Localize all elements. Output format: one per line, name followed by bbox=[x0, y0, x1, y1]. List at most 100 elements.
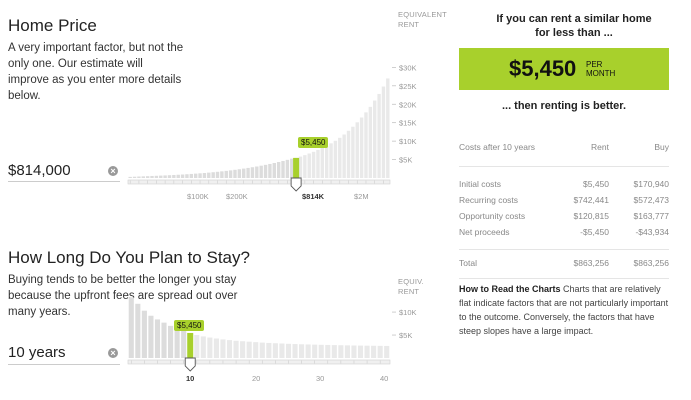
chart-bar bbox=[154, 175, 159, 178]
chart-bar bbox=[368, 106, 373, 178]
chart-bar bbox=[305, 344, 311, 358]
y-tick-label: $5K bbox=[399, 156, 412, 165]
costs-total-row: Total $863,256 $863,256 bbox=[459, 258, 669, 272]
chart-bar bbox=[198, 173, 202, 178]
cost-buy: -$43,934 bbox=[635, 227, 669, 237]
chart-bar bbox=[220, 171, 224, 178]
chart-bar bbox=[180, 174, 185, 178]
costs-header-rent: Rent bbox=[591, 142, 609, 152]
chart-bar bbox=[316, 149, 320, 178]
result-lead: If you can rent a similar home for less … bbox=[496, 13, 652, 39]
chart-bar bbox=[266, 342, 272, 358]
chart-bar bbox=[159, 175, 163, 178]
chart-bar bbox=[128, 297, 134, 358]
slider-handle-icon[interactable] bbox=[290, 177, 302, 192]
chart-bar bbox=[226, 340, 233, 358]
chart-bar bbox=[194, 335, 200, 358]
stay-input[interactable]: 10 years bbox=[8, 344, 66, 361]
chart-bar bbox=[207, 172, 211, 178]
y-tick-label: $10K bbox=[399, 137, 417, 146]
chart-bar bbox=[202, 172, 207, 179]
cost-rent: $120,815 bbox=[573, 211, 609, 221]
slider-handle-icon[interactable] bbox=[184, 357, 196, 372]
chart-bar bbox=[268, 163, 272, 178]
chart-bar bbox=[253, 342, 259, 358]
y-tick-label: $10K bbox=[399, 308, 417, 317]
chart-bar bbox=[132, 176, 137, 178]
chart-bar bbox=[355, 122, 359, 178]
close-circle-icon[interactable]: × bbox=[108, 348, 118, 358]
chart-bar bbox=[161, 322, 167, 358]
chart-bar bbox=[237, 169, 242, 178]
chart-bar bbox=[285, 343, 292, 358]
close-circle-icon[interactable]: × bbox=[108, 166, 118, 176]
chart-bar bbox=[377, 345, 383, 358]
costs-divider bbox=[459, 166, 669, 167]
stay-tooltip: $5,450 bbox=[174, 320, 205, 331]
cost-buy: $163,777 bbox=[633, 211, 669, 221]
table-row: Initial costs $5,450 $170,940 bbox=[459, 179, 669, 195]
chart-bar bbox=[200, 336, 206, 358]
chart-bar bbox=[303, 155, 307, 178]
chart-bar bbox=[298, 156, 303, 178]
chart-bar bbox=[359, 117, 364, 178]
stay-x-tick: 30 bbox=[316, 374, 325, 383]
chart-bar bbox=[228, 170, 233, 178]
chart-bar bbox=[381, 86, 386, 178]
stay-chart: $10K $5K bbox=[127, 297, 417, 372]
total-buy: $863,256 bbox=[633, 258, 669, 268]
chart-bar bbox=[338, 345, 344, 358]
chart-bar bbox=[318, 344, 324, 358]
chart-bar bbox=[224, 170, 228, 178]
chart-bar bbox=[148, 315, 154, 358]
cost-rent: $742,441 bbox=[573, 195, 609, 205]
chart-bar bbox=[174, 328, 180, 358]
chart-bar bbox=[168, 325, 174, 358]
chart-bar bbox=[259, 165, 263, 178]
result-per-month: PER MONTH bbox=[586, 60, 616, 78]
slider-track[interactable] bbox=[127, 359, 391, 365]
y-tick-label: $20K bbox=[399, 100, 417, 109]
y-tick-label: $25K bbox=[399, 82, 417, 91]
home-x-tick: $2M bbox=[354, 192, 369, 201]
chart-bar bbox=[281, 160, 285, 178]
chart-bar bbox=[320, 147, 325, 178]
chart-bar bbox=[325, 344, 331, 358]
chart-bar bbox=[386, 78, 390, 178]
chart-bar bbox=[331, 345, 337, 358]
chart-bar bbox=[259, 342, 265, 358]
chart-bar bbox=[285, 159, 290, 178]
chart-bar bbox=[135, 303, 141, 358]
home-axis-title: EQUIVALENT RENT bbox=[398, 10, 447, 29]
y-tick-label: $5K bbox=[399, 331, 412, 340]
chart-bar bbox=[215, 171, 220, 178]
chart-bar bbox=[338, 137, 342, 178]
chart-bar bbox=[351, 126, 355, 178]
howto-text: Charts that are relatively flat indicate… bbox=[459, 284, 669, 336]
chart-bar bbox=[351, 345, 357, 358]
cost-rent: $5,450 bbox=[583, 179, 609, 189]
chart-bar bbox=[279, 343, 285, 358]
chart-bar bbox=[299, 344, 305, 358]
chart-bar bbox=[377, 93, 381, 178]
chart-bar bbox=[145, 176, 150, 178]
y-tick-label: $15K bbox=[399, 119, 417, 128]
chart-bar bbox=[342, 134, 346, 178]
result-box: $5,450 PER MONTH bbox=[459, 48, 669, 90]
home-price-input[interactable]: $814,000 bbox=[8, 162, 71, 179]
chart-bar bbox=[384, 345, 390, 358]
cost-label: Net proceeds bbox=[459, 227, 510, 237]
chart-bar bbox=[137, 176, 141, 179]
total-label: Total bbox=[459, 258, 477, 268]
chart-bar bbox=[324, 145, 329, 178]
chart-bar bbox=[233, 340, 239, 358]
chart-bar bbox=[213, 338, 219, 358]
chart-bar bbox=[246, 341, 252, 358]
stay-axis-title: EQUIV. RENT bbox=[398, 277, 424, 296]
costs-header-label: Costs after 10 years bbox=[459, 142, 536, 152]
chart-bar bbox=[364, 345, 370, 358]
chart-bar bbox=[207, 337, 213, 358]
slider-track[interactable] bbox=[127, 179, 391, 185]
chart-bar bbox=[371, 345, 377, 358]
result-amount: $5,450 bbox=[509, 56, 577, 81]
